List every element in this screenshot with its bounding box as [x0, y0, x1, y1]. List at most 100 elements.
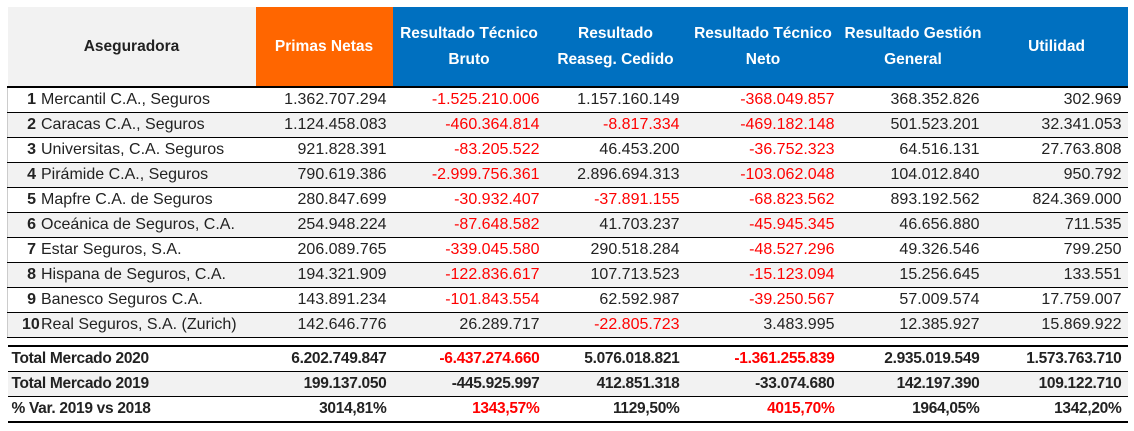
- cell-resultado-tecnico-neto: -15.123.094: [685, 262, 841, 288]
- totals-label: % Var. 2019 vs 2018: [7, 396, 256, 423]
- insurer-name-cell: 10Real Seguros, S.A. (Zurich): [7, 312, 256, 338]
- table-row: 6 Oceánica de Seguros, C.A. 254.948.224 -87…: [7, 212, 1128, 238]
- cell-utilidad: 27.763.808: [985, 137, 1128, 163]
- rank: 4: [27, 166, 36, 183]
- cell-primas-netas: 1.124.458.083: [255, 112, 393, 138]
- cell-resultado-reaseg-cedido: 107.713.523: [545, 262, 686, 288]
- cell-resultado-gestion-general: 104.012.840: [840, 162, 986, 188]
- insurer-name-cell: 7 Estar Seguros, S.A.: [7, 237, 256, 263]
- header-resultado-reaseg-cedido: Resultado Reaseg. Cedido: [545, 7, 686, 87]
- insurer-name-cell: 3 Universitas, C.A. Seguros: [7, 137, 256, 163]
- insurer-name-cell: 2 Caracas C.A., Seguros: [7, 112, 256, 138]
- table-row: 7 Estar Seguros, S.A. 206.089.765 -339.045.…: [7, 237, 1128, 263]
- cell-resultado-reaseg-cedido: 41.703.237: [545, 212, 686, 238]
- insurer-name-cell: 9 Banesco Seguros C.A.: [7, 287, 256, 313]
- cell-resultado-tecnico-neto: -45.945.345: [685, 212, 841, 238]
- cell-primas-netas: 280.847.699: [255, 187, 393, 213]
- header-row: Aseguradora Primas Netas Resultado Técni…: [7, 7, 1128, 87]
- rank: 1: [27, 91, 36, 108]
- total-resultado-tecnico-bruto: 1343,57%: [392, 396, 546, 423]
- insurer-name: Caracas C.A., Seguros: [41, 116, 205, 133]
- totals-label: Total Mercado 2019: [7, 371, 256, 397]
- total-primas-netas: 6.202.749.847: [255, 346, 393, 372]
- totals-row: % Var. 2019 vs 2018 3014,81% 1343,57% 1129,…: [7, 396, 1128, 423]
- insurer-name: Oceánica de Seguros, C.A.: [41, 216, 235, 233]
- rank: 6: [27, 216, 36, 233]
- total-resultado-tecnico-bruto: -6.437.274.660: [392, 346, 546, 372]
- total-resultado-reaseg-cedido: 412.851.318: [545, 371, 686, 397]
- total-utilidad: 109.122.710: [985, 371, 1128, 397]
- cell-utilidad: 302.969: [985, 87, 1128, 113]
- header-resultado-gestion-general: Resultado Gestión General: [840, 7, 986, 87]
- cell-utilidad: 32.341.053: [985, 112, 1128, 138]
- cell-resultado-gestion-general: 64.516.131: [840, 137, 986, 163]
- header-aseguradora: Aseguradora: [7, 7, 256, 87]
- cell-resultado-tecnico-bruto: -87.648.582: [392, 212, 546, 238]
- insurer-name: Mercantil C.A., Seguros: [41, 91, 210, 108]
- cell-resultado-gestion-general: 12.385.927: [840, 312, 986, 338]
- totals-rows: Total Mercado 2020 6.202.749.847 -6.437.27…: [7, 346, 1128, 423]
- cell-resultado-tecnico-bruto: -101.843.554: [392, 287, 546, 313]
- rank: 2: [27, 116, 36, 133]
- header-utilidad: Utilidad: [985, 7, 1128, 87]
- cell-primas-netas: 921.828.391: [255, 137, 393, 163]
- table-row: 4 Pirámide C.A., Seguros 790.619.386 -2.999…: [7, 162, 1128, 188]
- cell-primas-netas: 254.948.224: [255, 212, 393, 238]
- cell-utilidad: 799.250: [985, 237, 1128, 263]
- table-row: 10Real Seguros, S.A. (Zurich) 142.646.776…: [7, 312, 1128, 338]
- cell-resultado-tecnico-neto: -103.062.048: [685, 162, 841, 188]
- insurer-name-cell: 1 Mercantil C.A., Seguros: [7, 87, 256, 113]
- cell-resultado-reaseg-cedido: -8.817.334: [545, 112, 686, 138]
- insurer-name: Pirámide C.A., Seguros: [41, 166, 209, 183]
- cell-resultado-reaseg-cedido: 62.592.987: [545, 287, 686, 313]
- insurer-name: Universitas, C.A. Seguros: [41, 141, 225, 158]
- total-resultado-gestion-general: 142.197.390: [840, 371, 986, 397]
- cell-resultado-tecnico-bruto: -30.932.407: [392, 187, 546, 213]
- total-resultado-gestion-general: 2.935.019.549: [840, 346, 986, 372]
- cell-resultado-reaseg-cedido: 2.896.694.313: [545, 162, 686, 188]
- cell-resultado-gestion-general: 893.192.562: [840, 187, 986, 213]
- rank: 10: [22, 316, 40, 333]
- cell-primas-netas: 206.089.765: [255, 237, 393, 263]
- cell-resultado-tecnico-bruto: -339.045.580: [392, 237, 546, 263]
- total-resultado-reaseg-cedido: 1129,50%: [545, 396, 686, 423]
- cell-resultado-tecnico-neto: -39.250.567: [685, 287, 841, 313]
- cell-resultado-tecnico-neto: -68.823.562: [685, 187, 841, 213]
- divider-cell: [7, 337, 1128, 347]
- rank: 9: [27, 291, 36, 308]
- insurer-name-cell: 4 Pirámide C.A., Seguros: [7, 162, 256, 188]
- cell-resultado-tecnico-bruto: -2.999.756.361: [392, 162, 546, 188]
- insurer-rows: 1 Mercantil C.A., Seguros 1.362.707.294 -1.…: [7, 87, 1128, 347]
- cell-utilidad: 133.551: [985, 262, 1128, 288]
- rank: 5: [27, 191, 36, 208]
- total-resultado-tecnico-bruto: -445.925.997: [392, 371, 546, 397]
- rank: 3: [27, 141, 36, 158]
- cell-resultado-reaseg-cedido: 1.157.160.149: [545, 87, 686, 113]
- cell-resultado-reaseg-cedido: -37.891.155: [545, 187, 686, 213]
- cell-resultado-gestion-general: 49.326.546: [840, 237, 986, 263]
- total-resultado-tecnico-neto: 4015,70%: [685, 396, 841, 423]
- insurer-name: Banesco Seguros C.A.: [41, 291, 203, 308]
- cell-resultado-tecnico-neto: -36.752.323: [685, 137, 841, 163]
- total-resultado-gestion-general: 1964,05%: [840, 396, 986, 423]
- cell-resultado-tecnico-bruto: -1.525.210.006: [392, 87, 546, 113]
- table-row: 1 Mercantil C.A., Seguros 1.362.707.294 -1.…: [7, 87, 1128, 113]
- insurer-name: Estar Seguros, S.A.: [41, 241, 182, 258]
- cell-utilidad: 17.759.007: [985, 287, 1128, 313]
- cell-utilidad: 15.869.922: [985, 312, 1128, 338]
- insurer-name: Real Seguros, S.A. (Zurich): [41, 316, 237, 333]
- insurer-name-cell: 5 Mapfre C.A. de Seguros: [7, 187, 256, 213]
- cell-primas-netas: 143.891.234: [255, 287, 393, 313]
- cell-resultado-tecnico-bruto: -460.364.814: [392, 112, 546, 138]
- cell-resultado-tecnico-bruto: -122.836.617: [392, 262, 546, 288]
- total-resultado-reaseg-cedido: 5.076.018.821: [545, 346, 686, 372]
- total-primas-netas: 3014,81%: [255, 396, 393, 423]
- cell-resultado-gestion-general: 368.352.826: [840, 87, 986, 113]
- total-utilidad: 1342,20%: [985, 396, 1128, 423]
- cell-resultado-tecnico-bruto: -83.205.522: [392, 137, 546, 163]
- cell-resultado-gestion-general: 15.256.645: [840, 262, 986, 288]
- table-row: 5 Mapfre C.A. de Seguros 280.847.699 -30.93…: [7, 187, 1128, 213]
- divider: [7, 337, 1128, 347]
- insurer-name-cell: 6 Oceánica de Seguros, C.A.: [7, 212, 256, 238]
- total-primas-netas: 199.137.050: [255, 371, 393, 397]
